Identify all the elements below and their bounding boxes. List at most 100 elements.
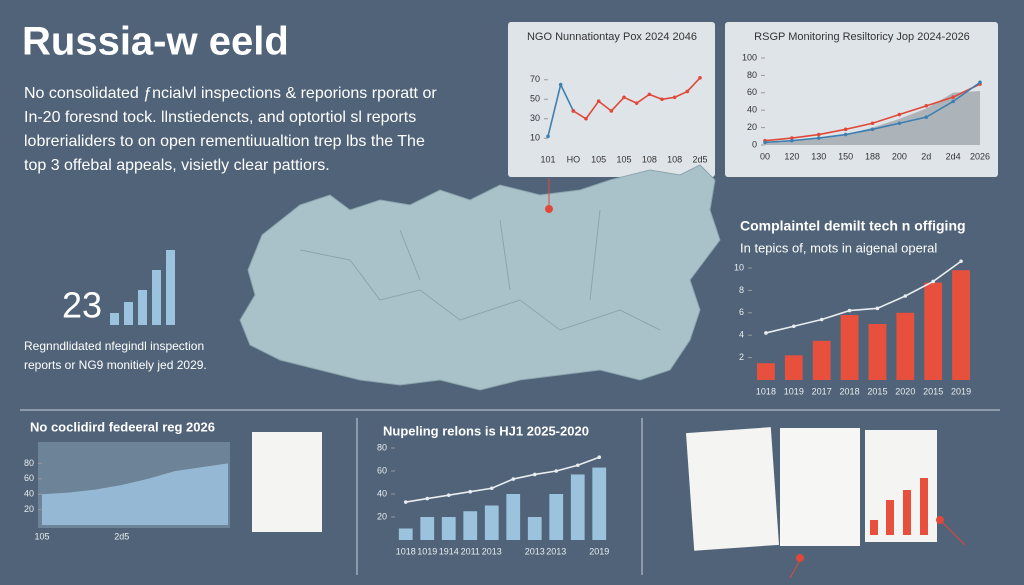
point	[685, 89, 690, 94]
x-tick-label: 2015	[923, 386, 943, 396]
point	[584, 116, 588, 121]
x-tick-label: 188	[865, 151, 880, 161]
y-tick-label: 60	[377, 465, 387, 475]
bar	[420, 517, 435, 540]
y-tick-label: 2	[739, 352, 744, 362]
bar	[398, 528, 413, 540]
point	[532, 472, 537, 477]
y-tick-label: 80	[377, 442, 387, 452]
point	[596, 99, 601, 103]
point	[403, 500, 408, 504]
y-tick-label: 70	[530, 74, 540, 84]
y-tick-label: 10	[530, 133, 540, 143]
point	[924, 104, 929, 108]
y-tick-label: 0	[752, 139, 757, 149]
x-tick-label: 2026	[970, 151, 990, 161]
point	[924, 115, 929, 119]
stat-number: 23	[62, 285, 102, 326]
y-tick-label: 40	[24, 489, 34, 499]
stat-icon	[110, 250, 175, 325]
chart-title: Nupeling relons is HJ1 2025-2020	[383, 423, 589, 438]
point	[951, 99, 955, 104]
x-tick-label: 2017	[812, 386, 832, 396]
x-tick-label: 200	[892, 151, 907, 161]
bar	[463, 511, 478, 540]
y-tick-label: 100	[742, 52, 757, 62]
point	[816, 136, 821, 140]
documents	[252, 427, 966, 579]
bar	[549, 494, 564, 540]
point	[951, 95, 955, 99]
point	[843, 127, 848, 132]
y-tick-label: 50	[530, 94, 540, 104]
paragraph-line: No consolidated ƒncialvl inspections & r…	[24, 85, 437, 102]
paragraph-line: top 3 offebal appeals, visietly clear pa…	[24, 157, 330, 174]
point	[903, 294, 908, 298]
point	[511, 477, 516, 481]
bar	[441, 517, 456, 540]
y-tick-label: 30	[530, 113, 540, 123]
line	[405, 456, 600, 503]
x-tick-label: 1018	[756, 386, 776, 396]
bar	[757, 363, 775, 380]
x-tick-label: 1914	[439, 546, 459, 556]
x-tick-label: 00	[760, 151, 770, 161]
bar	[784, 355, 803, 380]
y-tick-label: 6	[739, 307, 744, 317]
point	[790, 138, 794, 143]
point	[571, 109, 576, 113]
x-tick-label: 108	[642, 154, 657, 164]
y-tick-label: 60	[747, 87, 757, 97]
y-tick-label: 20	[24, 504, 34, 514]
bar	[840, 315, 859, 380]
x-tick-label: 2020	[895, 386, 915, 396]
chart-title: NGO Nunnationtay Pox 2024 2046	[527, 31, 697, 43]
point	[870, 127, 875, 132]
point	[698, 76, 702, 80]
point	[468, 489, 473, 494]
bar	[570, 474, 585, 540]
y-tick-label: 40	[747, 105, 757, 115]
x-tick-label: HO	[567, 154, 581, 164]
bar	[812, 340, 831, 380]
point	[819, 317, 824, 322]
point	[660, 97, 664, 102]
point	[870, 121, 875, 126]
point	[875, 306, 880, 311]
x-tick-label: 2d5	[114, 531, 129, 541]
y-tick-label: 10	[734, 262, 744, 272]
x-tick-label: 2013	[525, 546, 545, 556]
stat-caption: reports or NG9 monitiely jed 2029.	[24, 358, 207, 372]
map-pin	[545, 205, 553, 213]
x-tick-label: 1018	[396, 546, 416, 556]
map	[239, 164, 721, 391]
point	[622, 95, 626, 100]
x-tick-label: 105	[591, 154, 606, 164]
panel	[508, 22, 715, 177]
bar	[924, 282, 943, 380]
x-tick-label: 105	[616, 154, 631, 164]
y-tick-label: 20	[747, 122, 757, 132]
point	[446, 493, 451, 497]
bar	[506, 494, 521, 540]
point	[575, 463, 580, 468]
x-tick-label: 105	[34, 531, 49, 541]
point	[792, 324, 796, 329]
chart-title: Complaintel demilt tech n offiging	[740, 218, 966, 234]
x-tick-label: 2018	[840, 386, 860, 396]
x-tick-label: 2013	[482, 546, 502, 556]
point	[634, 101, 639, 105]
point	[764, 331, 768, 335]
point	[558, 82, 563, 87]
x-tick-label: 2d5	[692, 154, 707, 164]
x-tick-label: 120	[784, 151, 799, 161]
point	[843, 132, 848, 137]
y-tick-label: 60	[24, 473, 34, 483]
point	[554, 469, 559, 473]
x-tick-label: 2013	[546, 546, 566, 556]
point	[897, 121, 902, 126]
y-tick-label: 4	[739, 330, 744, 340]
point	[763, 140, 767, 145]
point	[672, 95, 677, 100]
chart-subtitle: In tepics of, mots in aigenal operal	[740, 240, 937, 255]
